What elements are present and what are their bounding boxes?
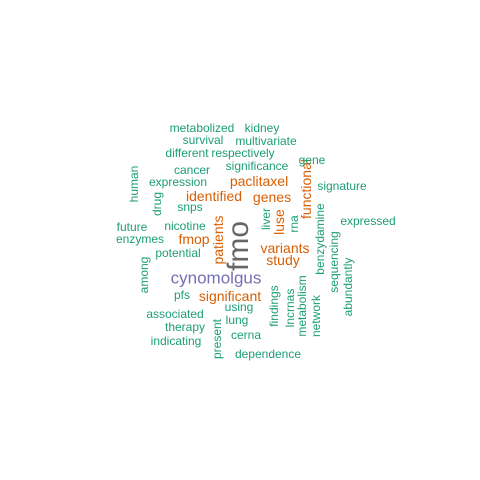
word-metabolism: metabolism	[295, 275, 309, 337]
word-indicating: indicating	[150, 334, 202, 348]
word-drug: drug	[150, 191, 164, 217]
word-network: network	[309, 294, 323, 338]
word-patients: patients	[210, 215, 226, 265]
word-significant: significant	[198, 288, 262, 304]
word-human: human	[127, 165, 141, 203]
word-using: using	[224, 300, 254, 314]
word-liver: liver	[259, 207, 273, 231]
word-variants: variants	[260, 240, 310, 256]
word-abundantly: abundantly	[341, 257, 355, 317]
word-genes: genes	[252, 189, 292, 205]
word-paclitaxel: paclitaxel	[229, 173, 289, 189]
word-identified: identified	[185, 188, 243, 204]
word-lung: lung	[225, 313, 249, 327]
word-among: among	[137, 256, 151, 294]
word-therapy: therapy	[164, 320, 206, 334]
word-findings: findings	[267, 285, 281, 327]
word-cancer: cancer	[173, 163, 211, 177]
word-kidney: kidney	[244, 121, 280, 135]
word-lncrnas: lncrnas	[283, 288, 297, 328]
word-enzymes: enzymes	[115, 232, 165, 246]
word-associated: associated	[146, 307, 204, 321]
word-future: future	[116, 220, 148, 234]
word-cynomolgus: cynomolgus	[170, 268, 262, 288]
word-signature: signature	[317, 179, 367, 193]
word-fmo: fmo	[222, 220, 255, 272]
word-benzydamine: benzydamine	[313, 203, 327, 275]
word-significance: significance	[225, 159, 289, 173]
word-respectively: respectively	[211, 146, 275, 160]
word-metabolized: metabolized	[169, 121, 235, 135]
word-expressed: expressed	[340, 214, 396, 228]
word-gene: gene	[298, 153, 326, 167]
word-snps: snps	[177, 200, 203, 214]
word-sequencing: sequencing	[327, 231, 341, 293]
word-multivariate: multivariate	[235, 134, 297, 148]
word-survival: survival	[182, 133, 224, 147]
word-present: present	[210, 318, 224, 360]
word-different: different	[165, 146, 209, 160]
word-potential: potential	[155, 246, 201, 260]
word-expression: expression	[148, 175, 208, 189]
word-pfs: pfs	[173, 288, 191, 302]
word-rna: rna	[287, 215, 301, 233]
word-luse: luse	[271, 209, 287, 235]
word-study: study	[266, 252, 300, 268]
word-functional: functional	[298, 159, 314, 219]
word-fmop: fmop	[178, 231, 210, 247]
word-nicotine: nicotine	[164, 219, 206, 233]
word-cerna: cerna	[230, 328, 262, 342]
word-dependence: dependence	[234, 347, 302, 361]
